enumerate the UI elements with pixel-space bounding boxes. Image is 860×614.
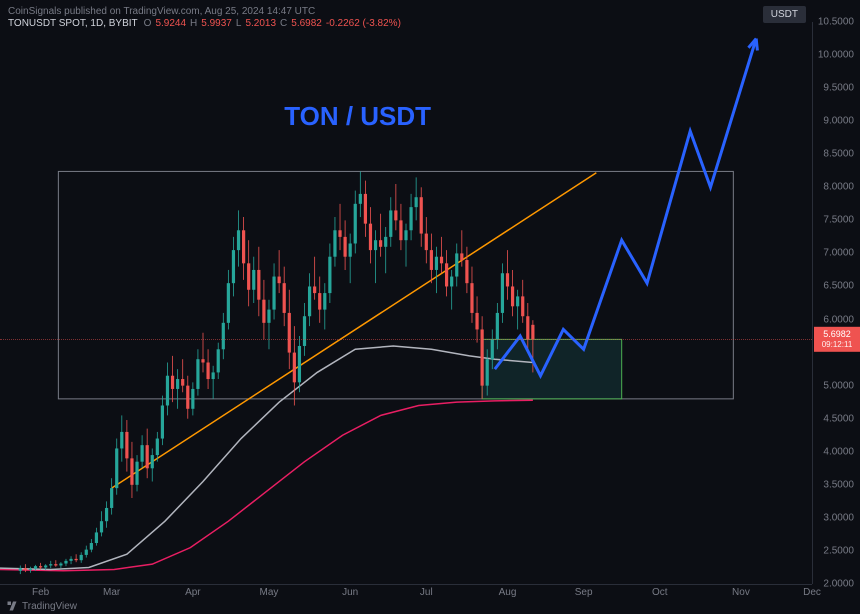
tradingview-watermark: TradingView <box>6 600 77 612</box>
y-tick: 2.0000 <box>823 579 854 590</box>
y-tick: 10.5000 <box>818 17 854 28</box>
x-tick: Dec <box>803 587 821 598</box>
tradingview-logo-icon <box>6 600 18 612</box>
x-tick: Oct <box>652 587 668 598</box>
current-price-line <box>0 339 812 340</box>
y-axis: 10.500010.00009.50009.00008.50008.00007.… <box>812 22 860 584</box>
y-tick: 10.0000 <box>818 50 854 61</box>
y-tick: 2.5000 <box>823 545 854 556</box>
x-tick: Feb <box>32 587 49 598</box>
x-tick: Jun <box>342 587 358 598</box>
ma-pink <box>0 400 533 571</box>
y-tick: 9.0000 <box>823 116 854 127</box>
x-tick: May <box>260 587 279 598</box>
y-tick: 4.5000 <box>823 413 854 424</box>
x-tick: Aug <box>499 587 517 598</box>
y-tick: 7.0000 <box>823 248 854 259</box>
demand-zone <box>482 339 622 399</box>
chart-plot-area[interactable]: TON / USDT <box>0 22 812 584</box>
x-tick: Apr <box>185 587 201 598</box>
y-tick: 6.5000 <box>823 281 854 292</box>
y-tick: 6.0000 <box>823 314 854 325</box>
y-tick: 3.0000 <box>823 512 854 523</box>
y-tick: 8.5000 <box>823 149 854 160</box>
quote-currency-badge[interactable]: USDT <box>763 6 806 23</box>
x-tick: Nov <box>732 587 750 598</box>
y-tick: 4.0000 <box>823 446 854 457</box>
x-axis: FebMarAprMayJunJulAugSepOctNovDec <box>0 584 812 600</box>
y-tick: 8.0000 <box>823 182 854 193</box>
x-tick: Sep <box>575 587 593 598</box>
y-tick: 9.5000 <box>823 83 854 94</box>
x-tick: Jul <box>420 587 433 598</box>
pair-title-overlay: TON / USDT <box>284 101 431 132</box>
y-tick: 5.0000 <box>823 380 854 391</box>
y-tick: 3.5000 <box>823 479 854 490</box>
x-tick: Mar <box>103 587 120 598</box>
y-tick: 7.5000 <box>823 215 854 226</box>
ma-white <box>0 346 533 569</box>
current-price-tag: 5.698209:12:11 <box>814 327 860 351</box>
